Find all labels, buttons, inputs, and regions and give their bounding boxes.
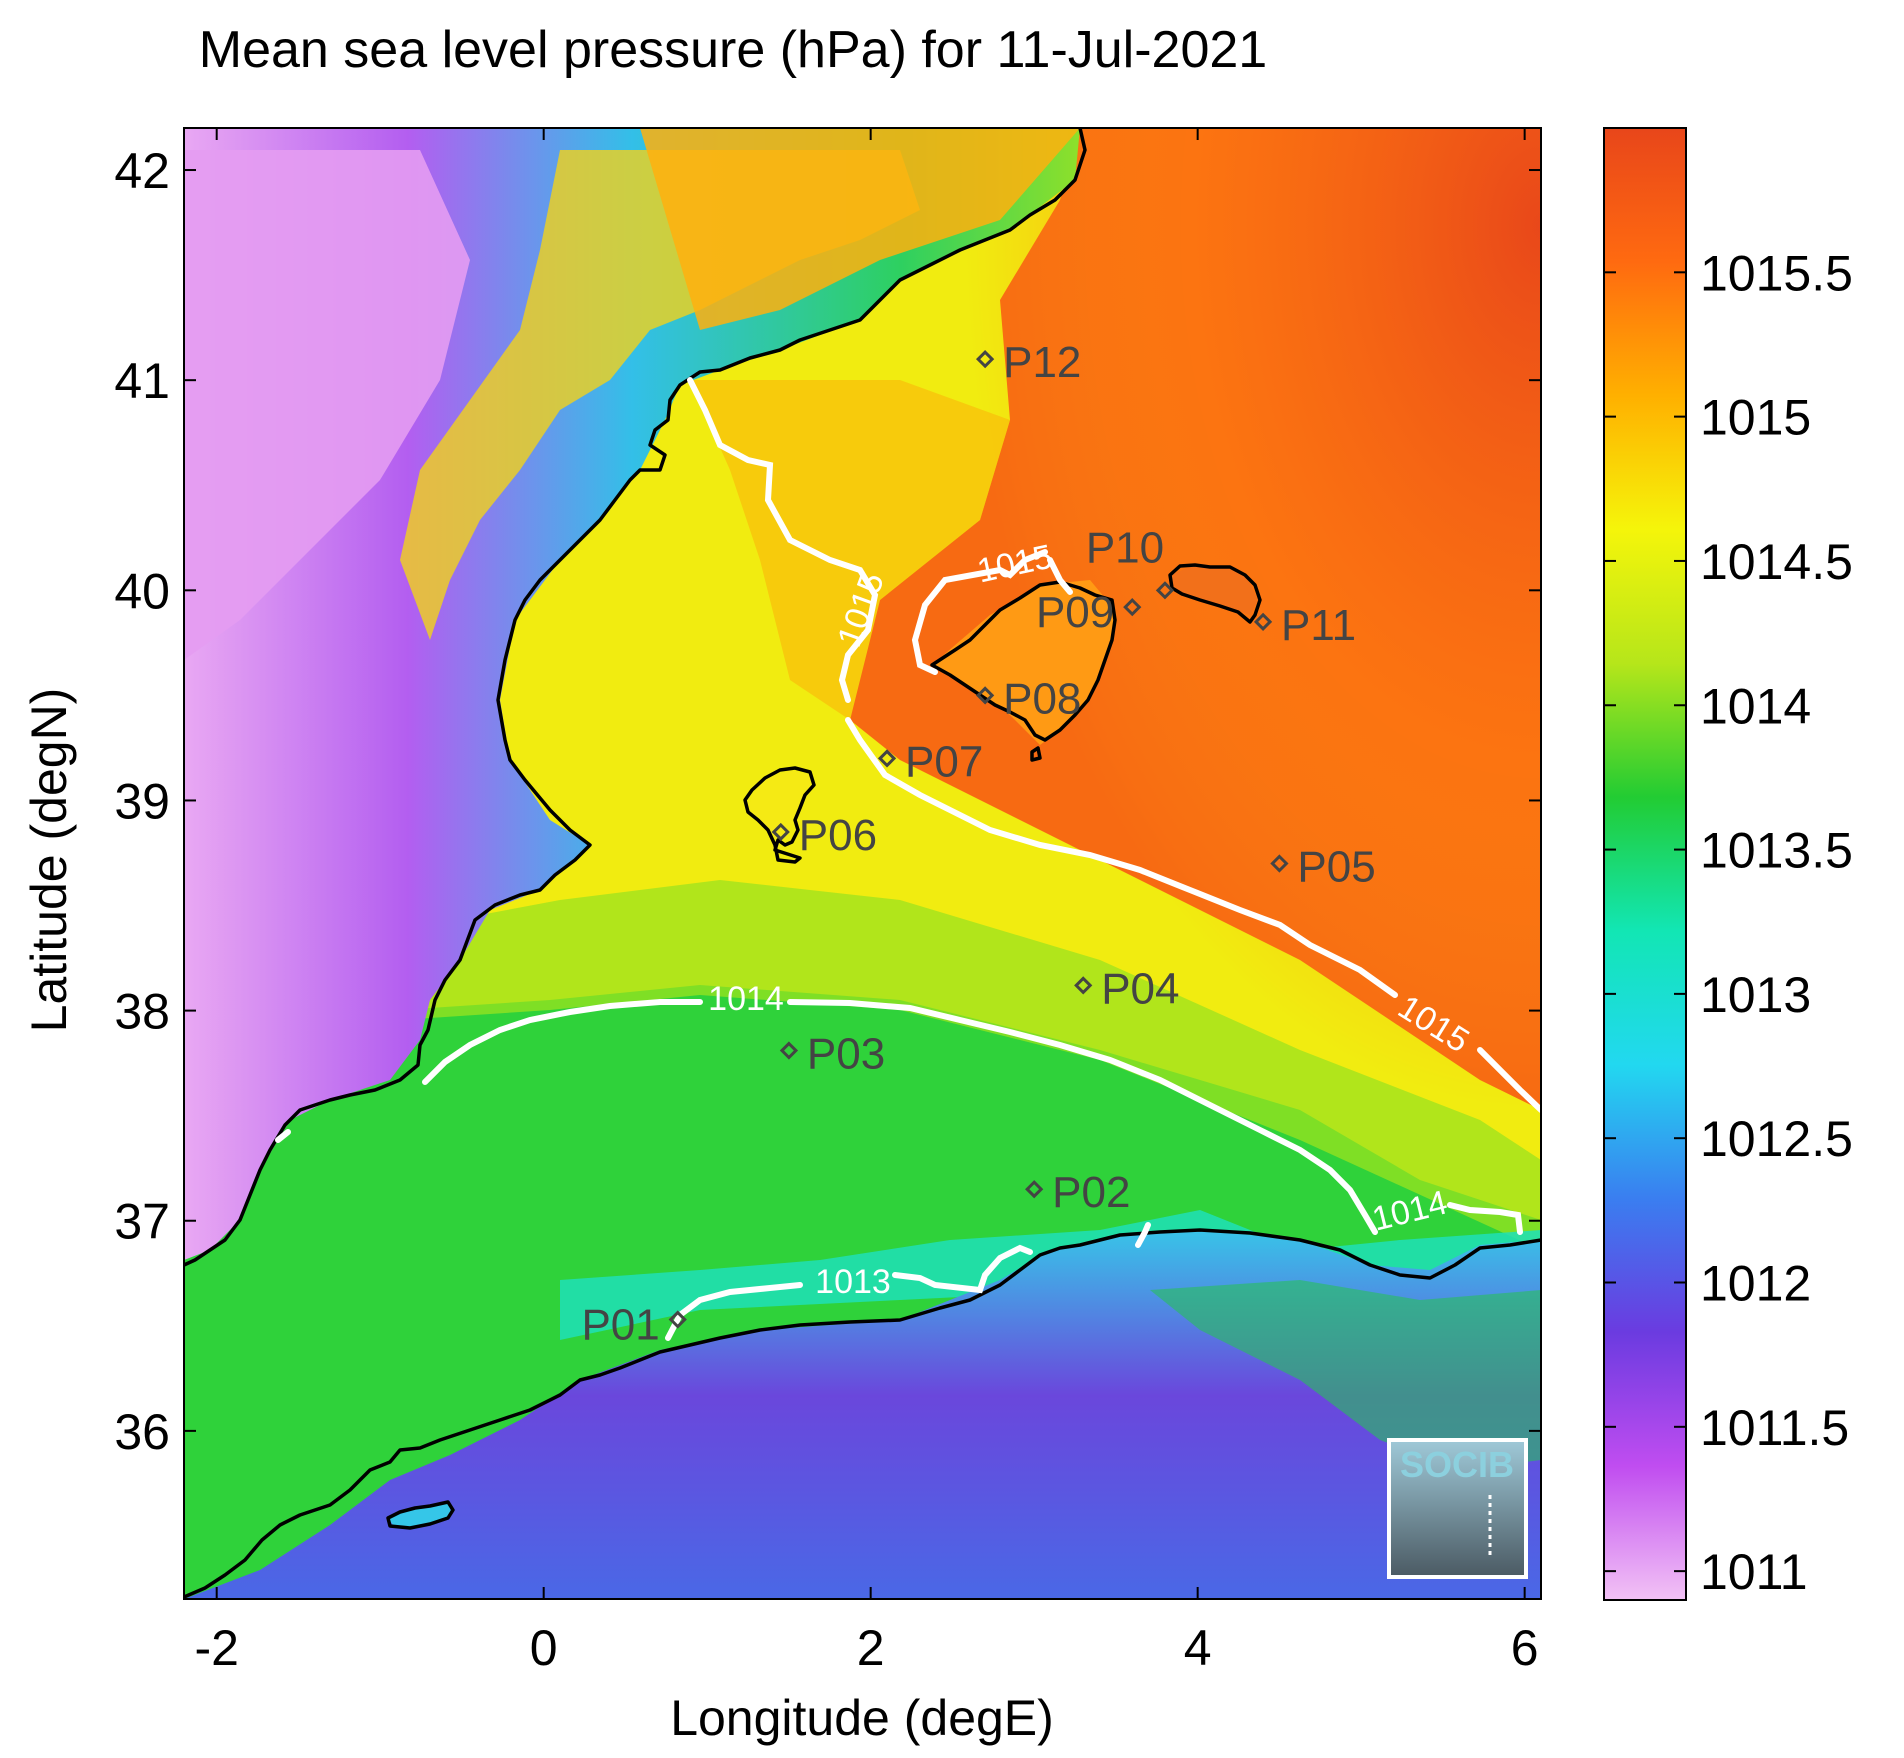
y-axis: 36 37 38 39 40 41 42 xyxy=(114,143,1541,1460)
x-tick-label: 2 xyxy=(857,1620,885,1676)
contour-label: 1014 xyxy=(708,980,784,1018)
station-marker xyxy=(1155,581,1175,600)
coastlines xyxy=(183,127,1542,1599)
station-label: P11 xyxy=(1281,601,1356,650)
station-label: P12 xyxy=(1003,338,1081,387)
station-label: P08 xyxy=(1003,674,1081,723)
station-p11: P11 xyxy=(1253,601,1356,650)
x-tick-label: 4 xyxy=(1184,1620,1212,1676)
x-axis: -2 0 2 4 6 xyxy=(194,128,1539,1676)
chart-title: Mean sea level pressure (hPa) for 11-Jul… xyxy=(198,21,1268,79)
station-p07: P07 xyxy=(877,737,983,786)
y-tick-label: 40 xyxy=(114,563,170,619)
colorbar-tick-label: 1011 xyxy=(1700,1544,1808,1600)
station-marker xyxy=(668,1310,687,1329)
colorbar-tick-label: 1014 xyxy=(1700,678,1811,734)
station-label: P03 xyxy=(807,1030,885,1079)
station-marker xyxy=(1270,854,1289,873)
colorbar-tick-label: 1012.5 xyxy=(1700,1111,1853,1167)
y-tick-label: 37 xyxy=(114,1194,170,1250)
station-label: P10 xyxy=(1086,523,1164,572)
y-tick-label: 42 xyxy=(114,143,170,199)
station-p01: P01 xyxy=(581,1301,687,1350)
station-p06: P06 xyxy=(771,811,877,860)
colorbar-tick-label: 1012 xyxy=(1700,1256,1811,1312)
station-marker xyxy=(1253,612,1273,631)
contour-label: 1013 xyxy=(815,1263,891,1301)
socib-logo-text: SOCIB xyxy=(1400,1444,1514,1485)
y-axis-label: Latitude (degN) xyxy=(21,688,77,1033)
socib-logo: SOCIB xyxy=(1387,1438,1528,1579)
station-label: P05 xyxy=(1297,843,1375,892)
station-p12: P12 xyxy=(975,338,1081,387)
station-marker xyxy=(1123,598,1142,617)
station-markers: P01 P02 P03 P04 P05 P06 P07 P08 P09 P10 P11 P12 xyxy=(581,338,1375,1349)
station-marker xyxy=(975,686,995,705)
y-tick-label: 41 xyxy=(114,353,170,409)
station-p05: P05 xyxy=(1270,843,1376,892)
colorbar-tick-label: 1015.5 xyxy=(1700,245,1853,301)
isobar-contours xyxy=(275,377,1544,1341)
colorbar-ticks: 1011 1011.5 1012 1012.5 1013 1013.5 1014 1014.5… xyxy=(1604,245,1853,1600)
station-marker xyxy=(1074,976,1093,995)
station-p10: P10 xyxy=(1086,523,1175,600)
station-marker xyxy=(771,822,790,842)
station-p09: P09 xyxy=(1036,588,1142,637)
station-label: P09 xyxy=(1036,588,1114,637)
station-label: P07 xyxy=(905,737,983,786)
station-marker xyxy=(975,350,995,369)
y-tick-label: 36 xyxy=(114,1404,170,1460)
station-p02: P02 xyxy=(1025,1168,1130,1217)
station-p04: P04 xyxy=(1074,964,1180,1013)
x-tick-label: 6 xyxy=(1511,1620,1539,1676)
station-p03: P03 xyxy=(779,1030,885,1079)
colorbar-tick-label: 1015 xyxy=(1700,390,1811,446)
station-marker xyxy=(779,1041,799,1060)
plot-frame xyxy=(183,127,1542,1600)
colorbar-tick-label: 1013 xyxy=(1700,967,1811,1023)
colorbar-tick-label: 1013.5 xyxy=(1700,823,1853,879)
station-marker xyxy=(1025,1180,1044,1199)
station-label: P02 xyxy=(1052,1168,1130,1217)
station-marker xyxy=(877,749,897,768)
colorbar-tick-label: 1014.5 xyxy=(1700,534,1853,590)
x-axis-label: Longitude (degE) xyxy=(670,1690,1054,1746)
station-label: P04 xyxy=(1101,964,1179,1013)
colorbar-tick-label: 1011.5 xyxy=(1700,1400,1849,1456)
y-tick-label: 39 xyxy=(114,773,170,829)
colorbar-scale xyxy=(1603,127,1687,1601)
y-tick-label: 38 xyxy=(114,984,170,1040)
pressure-field xyxy=(184,128,1541,1599)
station-label: P06 xyxy=(799,811,877,860)
x-tick-label: -2 xyxy=(194,1620,238,1676)
station-label: P01 xyxy=(581,1301,659,1350)
station-p08: P08 xyxy=(975,674,1081,723)
x-tick-label: 0 xyxy=(530,1620,558,1676)
colorbar: 1011 1011.5 1012 1012.5 1013 1013.5 1014 1014.5… xyxy=(1603,127,1853,1601)
